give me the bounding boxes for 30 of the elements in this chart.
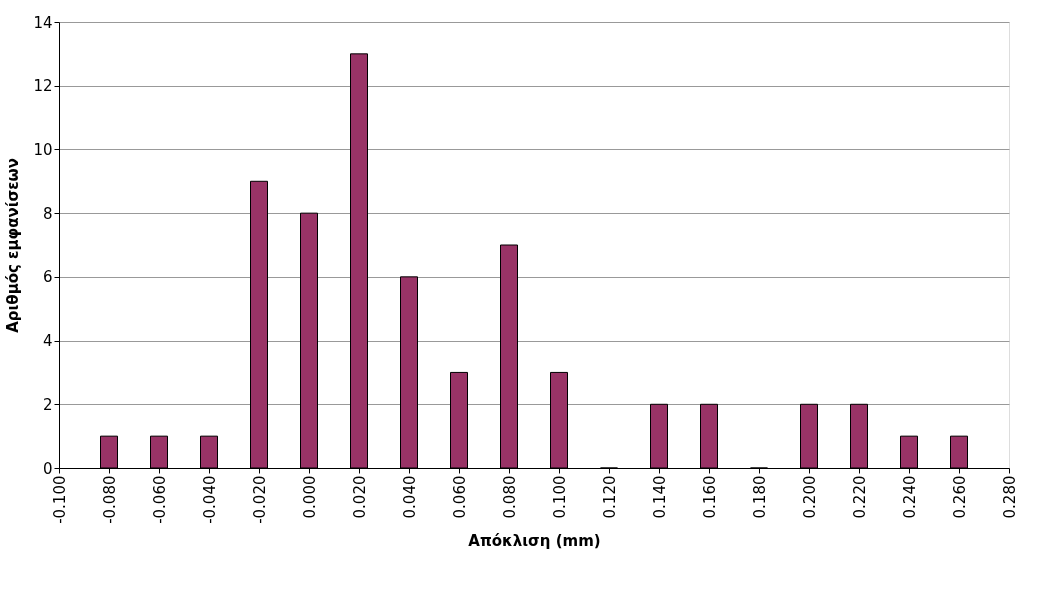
x-tick-label: 0.000: [300, 475, 319, 519]
x-tick-label: 0.140: [650, 475, 669, 519]
y-tick-label: 12: [33, 77, 53, 96]
x-tick-label: 0.160: [700, 475, 719, 519]
y-tick-label: 6: [42, 268, 53, 287]
x-tick-label: 0.280: [1000, 475, 1019, 519]
y-tick-label: 2: [42, 395, 53, 414]
x-tick-label: 0.040: [400, 475, 419, 519]
x-tick-label: -0.060: [150, 475, 169, 524]
x-axis-title: Απόκλιση (mm): [468, 531, 601, 550]
x-tick-label: -0.100: [50, 475, 69, 524]
x-tick-label: -0.080: [100, 475, 119, 524]
y-tick-label: 10: [33, 140, 53, 159]
y-axis-title: Αριθμός εμφανίσεων: [4, 158, 23, 333]
x-tick-label: 0.020: [350, 475, 369, 519]
x-tick-label: 0.100: [550, 475, 569, 519]
x-tick-label: 0.260: [950, 475, 969, 519]
y-tick-label: 0: [42, 459, 53, 478]
x-tick-label: 0.060: [450, 475, 469, 519]
x-tick-label: 0.200: [800, 475, 819, 519]
x-tick-label: -0.020: [250, 475, 269, 524]
y-tick-label: 8: [42, 204, 53, 223]
x-tick-label: 0.240: [900, 475, 919, 519]
y-tick-label: 4: [42, 332, 53, 351]
x-tick-label: 0.220: [850, 475, 869, 519]
x-tick-label: -0.040: [200, 475, 219, 524]
x-tick-label: 0.080: [500, 475, 519, 519]
x-tick-label: 0.180: [750, 475, 769, 519]
y-tick-label: 14: [33, 13, 53, 32]
x-tick-label: 0.120: [600, 475, 619, 519]
